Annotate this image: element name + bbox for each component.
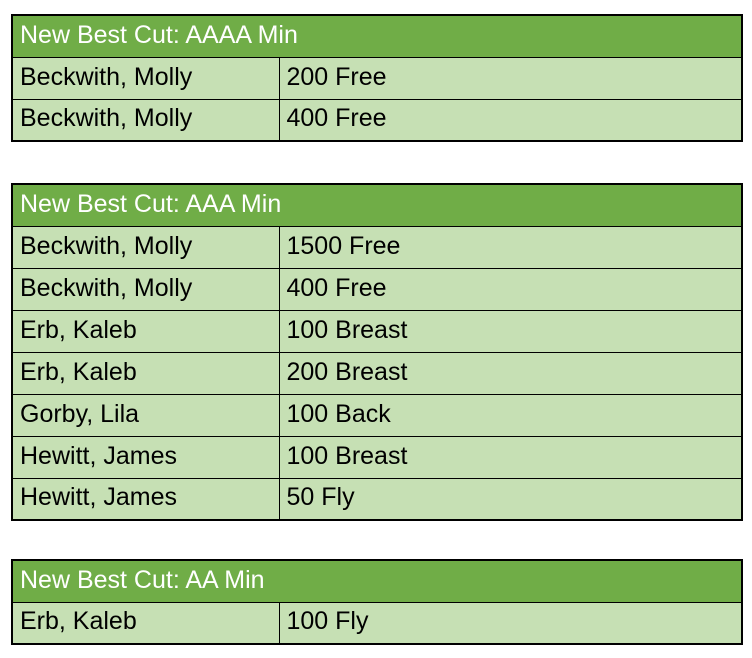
table-header-aaaa[interactable]: New Best Cut: AAAA Min xyxy=(11,14,743,58)
table-row: Erb, Kaleb 100 Breast xyxy=(11,309,743,353)
event-cell[interactable]: 1500 Free xyxy=(278,225,743,269)
event-cell[interactable]: 200 Breast xyxy=(278,351,743,395)
event-cell[interactable]: 100 Fly xyxy=(278,601,743,645)
table-row: Erb, Kaleb 100 Fly xyxy=(11,601,743,645)
swimmer-name-cell[interactable]: Erb, Kaleb xyxy=(11,601,280,645)
swimmer-name-cell[interactable]: Erb, Kaleb xyxy=(11,351,280,395)
table-row: Beckwith, Molly 400 Free xyxy=(11,98,743,142)
table-header-aa[interactable]: New Best Cut: AA Min xyxy=(11,559,743,603)
event-cell[interactable]: 100 Breast xyxy=(278,309,743,353)
table-header-row: New Best Cut: AAA Min xyxy=(11,183,743,227)
event-cell[interactable]: 400 Free xyxy=(278,98,743,142)
table-row: Beckwith, Molly 200 Free xyxy=(11,56,743,100)
table-row: Gorby, Lila 100 Back xyxy=(11,393,743,437)
table-header-aaa[interactable]: New Best Cut: AAA Min xyxy=(11,183,743,227)
event-cell[interactable]: 400 Free xyxy=(278,267,743,311)
table-row: Beckwith, Molly 400 Free xyxy=(11,267,743,311)
swimmer-name-cell[interactable]: Beckwith, Molly xyxy=(11,225,280,269)
event-cell[interactable]: 100 Breast xyxy=(278,435,743,479)
best-cut-table-aaa: New Best Cut: AAA Min Beckwith, Molly 15… xyxy=(11,183,743,521)
table-spacer xyxy=(11,521,752,559)
swimmer-name-cell[interactable]: Erb, Kaleb xyxy=(11,309,280,353)
table-row: Hewitt, James 100 Breast xyxy=(11,435,743,479)
swimmer-name-cell[interactable]: Beckwith, Molly xyxy=(11,98,280,142)
table-header-row: New Best Cut: AAAA Min xyxy=(11,14,743,58)
swimmer-name-cell[interactable]: Beckwith, Molly xyxy=(11,267,280,311)
event-cell[interactable]: 50 Fly xyxy=(278,477,743,521)
table-spacer xyxy=(11,142,752,183)
best-cut-table-aaaa: New Best Cut: AAAA Min Beckwith, Molly 2… xyxy=(11,14,743,142)
table-row: Beckwith, Molly 1500 Free xyxy=(11,225,743,269)
swimmer-name-cell[interactable]: Beckwith, Molly xyxy=(11,56,280,100)
swimmer-name-cell[interactable]: Hewitt, James xyxy=(11,477,280,521)
table-row: Erb, Kaleb 200 Breast xyxy=(11,351,743,395)
table-row: Hewitt, James 50 Fly xyxy=(11,477,743,521)
swimmer-name-cell[interactable]: Gorby, Lila xyxy=(11,393,280,437)
best-cut-table-aa: New Best Cut: AA Min Erb, Kaleb 100 Fly xyxy=(11,559,744,645)
event-cell[interactable]: 200 Free xyxy=(278,56,743,100)
event-cell[interactable]: 100 Back xyxy=(278,393,743,437)
table-header-row: New Best Cut: AA Min xyxy=(11,559,743,603)
swimmer-name-cell[interactable]: Hewitt, James xyxy=(11,435,280,479)
